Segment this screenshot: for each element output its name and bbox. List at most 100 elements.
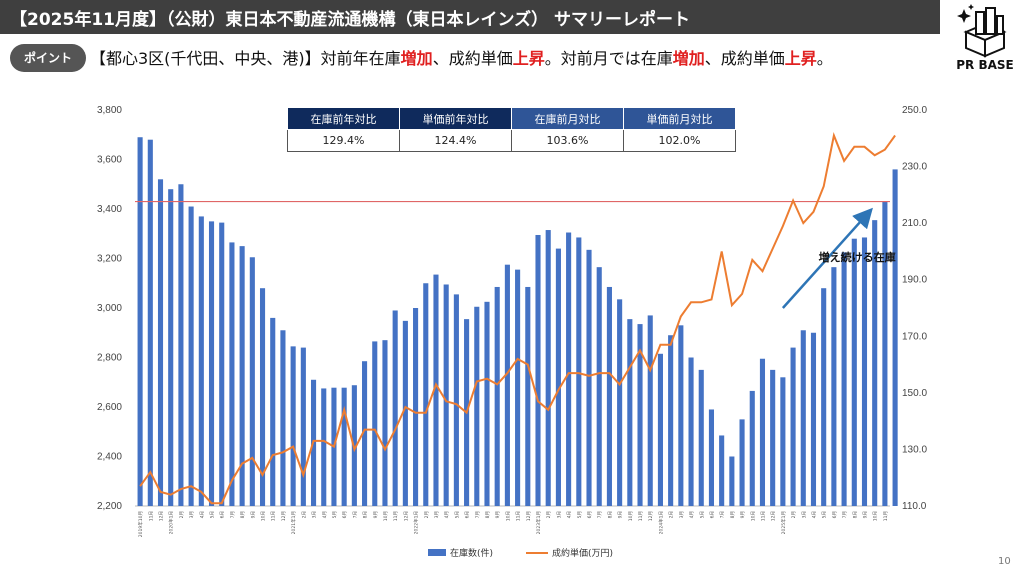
y-left-tick-label: 3,800	[97, 105, 122, 116]
bar	[433, 274, 439, 506]
bar	[474, 306, 480, 506]
bar	[208, 221, 215, 506]
bar	[606, 286, 612, 506]
bar	[861, 237, 868, 506]
kpi-header-price-yoy: 単価前年対比	[399, 107, 512, 130]
bar	[157, 179, 164, 507]
x-tick-label: 7月	[352, 511, 358, 518]
bar	[749, 390, 755, 506]
kpi-header-price-mom: 単価前月対比	[623, 107, 736, 130]
y-right-tick-label: 250.0	[902, 105, 927, 116]
kpi-value-stock-yoy: 129.4%	[287, 129, 400, 152]
x-tick-label: 4月	[811, 511, 817, 518]
x-tick-label: 11月	[516, 511, 522, 521]
bar	[219, 222, 225, 507]
point-text-part: 。対前月では在庫	[544, 49, 673, 68]
x-tick-label: 8月	[730, 511, 736, 518]
x-tick-label: 6月	[465, 511, 471, 518]
y-left-tick-label: 3,000	[97, 303, 122, 314]
x-tick-label: 4月	[322, 511, 328, 518]
y-right-tick-label: 210.0	[902, 218, 927, 229]
bar	[596, 267, 602, 506]
bar	[759, 358, 766, 506]
bar	[494, 286, 500, 506]
kpi-value-stock-mom: 103.6%	[511, 129, 624, 152]
bar	[443, 284, 449, 506]
x-tick-label: 6月	[587, 511, 593, 518]
kpi-value-price-mom: 102.0%	[623, 129, 736, 152]
x-tick-label: 10月	[750, 511, 756, 521]
x-tick-label: 2月	[424, 511, 430, 518]
title-bar: 【2025年11月度】（公財）東日本不動産流通機構（東日本レインズ） サマリーレ…	[0, 0, 940, 34]
bar	[198, 216, 204, 507]
point-summary: 【都心3区(千代田、中央、港)】対前年在庫増加、成約単価上昇。対前月では在庫増加…	[90, 45, 833, 69]
bar	[372, 341, 378, 506]
bar	[708, 409, 715, 506]
x-tick-label: 5月	[332, 511, 338, 518]
page-number: 10	[998, 556, 1011, 567]
y-right-tick-label: 110.0	[902, 501, 927, 512]
x-tick-label: 11月	[393, 511, 399, 521]
bar	[627, 319, 633, 506]
x-tick-label: 8月	[485, 511, 491, 518]
x-tick-label: 11月	[271, 511, 277, 521]
bar	[841, 252, 847, 506]
bar	[290, 346, 296, 506]
y-left-tick-label: 3,600	[97, 155, 122, 166]
price-line	[139, 132, 896, 505]
x-tick-label: 5月	[699, 511, 705, 518]
legend-label-stock: 在庫数(件)	[450, 547, 493, 559]
x-tick-label: 4月	[199, 511, 205, 518]
bar	[484, 301, 490, 506]
x-tick-label: 6月	[832, 511, 838, 518]
bar	[637, 324, 643, 506]
logo: PR BASE	[952, 4, 1018, 74]
x-tick-label: 12月	[771, 511, 777, 521]
bar	[515, 269, 521, 506]
bar	[576, 237, 582, 506]
x-tick-label: 5月	[577, 511, 583, 518]
bar	[341, 387, 347, 506]
x-tick-label: 5月	[454, 511, 460, 518]
bar	[249, 257, 255, 506]
y-left-tick-label: 2,600	[97, 402, 122, 413]
bar	[657, 353, 663, 506]
x-tick-label: 6月	[342, 511, 348, 518]
point-text-highlight: 上昇	[512, 49, 545, 68]
x-tick-label: 9月	[373, 511, 379, 518]
x-tick-label: 3月	[679, 511, 685, 518]
x-tick-label: 10月	[873, 511, 879, 521]
x-tick-label: 7月	[230, 511, 236, 518]
y-right-tick-label: 130.0	[902, 444, 927, 455]
logo-text: PR BASE	[956, 58, 1014, 72]
x-tick-label: 7月	[475, 511, 481, 518]
x-tick-label: 8月	[607, 511, 613, 518]
x-tick-label: 11月	[760, 511, 766, 521]
bar	[259, 288, 266, 506]
page-title: 【2025年11月度】（公財）東日本不動産流通機構（東日本レインズ） サマリーレ…	[10, 10, 691, 30]
x-tick-label: 5月	[822, 511, 828, 518]
bar	[698, 369, 704, 506]
bar	[413, 308, 419, 506]
bar	[382, 340, 388, 506]
bar	[321, 388, 327, 506]
x-tick-label: 12月	[648, 511, 654, 521]
x-tick-label: 7月	[597, 511, 603, 518]
x-tick-label: 2020年1月	[168, 511, 175, 534]
x-tick-label: 6月	[709, 511, 715, 518]
bar	[229, 242, 235, 506]
point-text-highlight: 増加	[400, 49, 433, 68]
bar	[851, 238, 857, 506]
x-tick-label: 6月	[220, 511, 226, 518]
y-left-tick-label: 2,200	[97, 501, 122, 512]
bar	[362, 361, 368, 506]
x-tick-label: 3月	[189, 511, 195, 518]
bar	[719, 435, 725, 506]
bar	[280, 330, 286, 506]
y-right-tick-label: 230.0	[902, 162, 927, 173]
bar	[300, 347, 306, 506]
x-tick-label: 2月	[546, 511, 552, 518]
x-tick-label: 9月	[250, 511, 256, 518]
x-tick-label: 10月	[261, 511, 267, 521]
